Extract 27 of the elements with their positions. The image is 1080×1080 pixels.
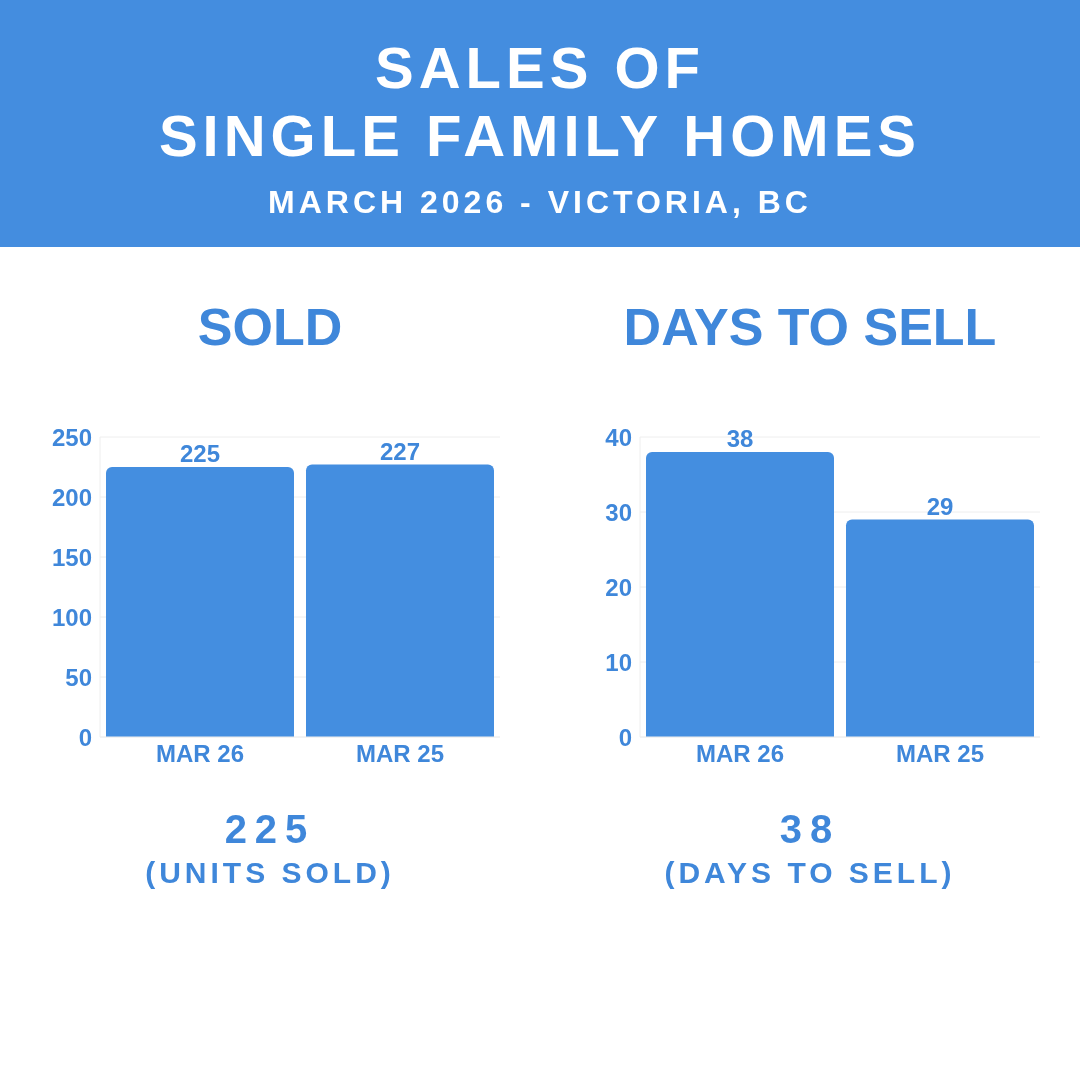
y-tick-label: 10 xyxy=(605,648,632,676)
chart-title: DAYS TO SELL xyxy=(622,297,998,357)
text: (DAYS TO SELL) xyxy=(663,856,957,890)
y-tick-label: 50 xyxy=(65,663,92,691)
y-tick-label: 150 xyxy=(51,543,92,571)
data-label: 225 xyxy=(179,440,221,467)
data-label: 227 xyxy=(379,437,421,465)
y-tick-label: 20 xyxy=(605,573,632,601)
x-tick-label: MAR 26 xyxy=(155,740,245,768)
y-tick-label: 40 xyxy=(605,423,632,451)
text: MARCH 2026 - VICTORIA, BC xyxy=(267,184,813,221)
data-label: 38 xyxy=(726,425,754,452)
x-tick-label: MAR 26 xyxy=(695,740,785,768)
y-tick-label: 100 xyxy=(51,603,92,631)
x-tick-label: MAR 25 xyxy=(895,740,985,768)
y-tick-label: 200 xyxy=(51,483,92,511)
data-label: 29 xyxy=(926,492,954,520)
y-tick-label: 0 xyxy=(78,723,92,751)
y-tick-label: 250 xyxy=(51,423,92,451)
chart-title: SOLD xyxy=(196,297,344,357)
text: 38 xyxy=(778,807,842,852)
text: SALES OF SINGLE FAMILY HOMES xyxy=(157,34,923,170)
y-tick-label: 30 xyxy=(605,498,632,526)
text: (UNITS SOLD) xyxy=(144,856,396,890)
y-tick-label: 0 xyxy=(618,723,632,751)
x-tick-label: MAR 25 xyxy=(355,740,445,768)
text: 225 xyxy=(223,807,317,852)
